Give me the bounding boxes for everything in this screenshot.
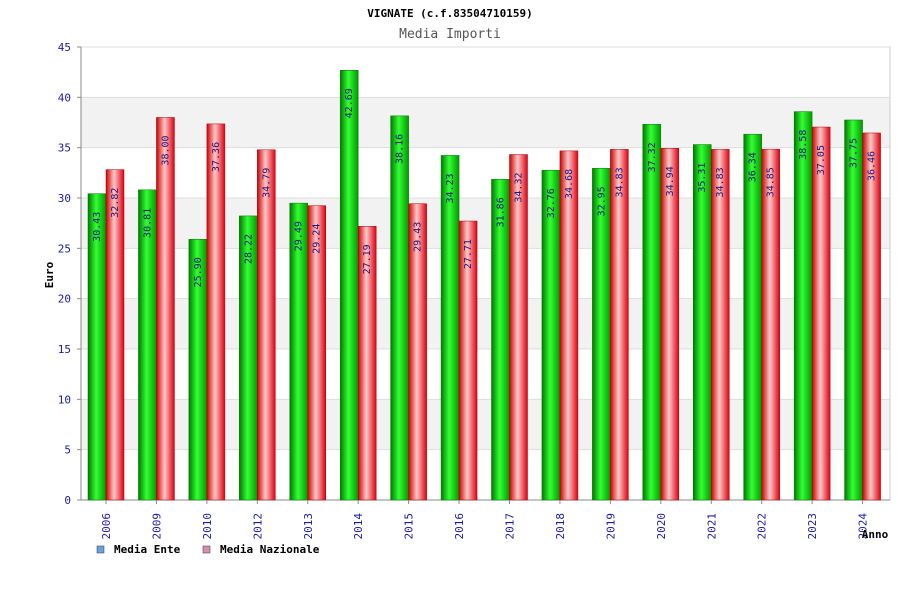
x-tick-label: 2019: [604, 513, 617, 540]
value-label: 37.75: [849, 138, 860, 168]
bar-media-nazionale-2015: [408, 203, 427, 501]
bar-media-nazionale-2010: [206, 123, 226, 501]
bar-media-ente-2023: [793, 111, 813, 501]
legend-label-media-ente: Media Ente: [114, 543, 181, 556]
value-label: 32.95: [596, 186, 607, 216]
bar-media-nazionale-2012: [257, 149, 276, 501]
value-label: 28.22: [243, 234, 254, 264]
grid-band: [81, 47, 890, 98]
bar-media-ente-2015: [390, 115, 409, 501]
value-label: 32.82: [110, 188, 121, 218]
bar-media-nazionale-2019: [610, 149, 629, 501]
y-tick-label: 25: [58, 242, 71, 255]
value-label: 27.19: [362, 244, 373, 274]
value-label: 34.83: [715, 167, 726, 197]
value-label: 30.81: [142, 208, 153, 238]
bar-media-nazionale-2024: [862, 132, 881, 501]
y-tick-label: 45: [58, 41, 71, 54]
bar-media-nazionale-2023: [811, 126, 831, 501]
bar-media-ente-2024: [844, 119, 863, 501]
bar-media-nazionale-2020: [660, 148, 680, 501]
value-label: 27.71: [463, 239, 474, 269]
chart-subtitle: Media Importi: [399, 27, 501, 42]
value-label: 30.43: [92, 212, 103, 242]
bar-media-nazionale-2006: [105, 169, 125, 501]
bar-media-ente-2020: [642, 124, 662, 501]
bar-media-nazionale-2018: [559, 150, 579, 501]
value-label: 29.49: [294, 221, 305, 251]
value-label: 29.43: [413, 222, 424, 252]
legend-label-media-nazionale: Media Nazionale: [220, 543, 320, 556]
bar-media-ente-2014: [339, 70, 359, 501]
x-tick-label: 2021: [705, 513, 718, 540]
x-tick-label: 2006: [100, 513, 113, 540]
x-tick-label: 2017: [504, 513, 517, 540]
value-label: 34.85: [766, 167, 777, 197]
value-label: 42.69: [344, 88, 355, 118]
value-label: 37.05: [816, 145, 827, 175]
value-labels: 30.43 32.82 30.81 38.00 25.90 37.36 28.22 34.79…: [92, 88, 878, 287]
x-tick-label: 2018: [554, 513, 567, 540]
value-label: 38.16: [395, 134, 406, 164]
y-tick-label: 5: [64, 444, 71, 457]
value-label: 34.23: [445, 173, 456, 203]
bar-media-nazionale-2014: [357, 226, 377, 501]
value-label: 34.83: [614, 167, 625, 197]
bar-media-nazionale-2022: [761, 148, 780, 501]
value-label: 37.32: [647, 142, 658, 172]
y-tick-label: 40: [58, 91, 71, 104]
x-tick-label: 2014: [352, 513, 365, 540]
y-tick-label: 20: [58, 293, 71, 306]
y-tick-label: 15: [58, 343, 71, 356]
x-tick-label: 2010: [201, 513, 214, 540]
bar-media-nazionale-2016: [458, 220, 478, 501]
x-tick-label: 2013: [302, 513, 315, 540]
bar-media-ente-2021: [693, 144, 712, 501]
bar-media-ente-2022: [743, 133, 762, 501]
y-axis-label: Euro: [43, 261, 56, 288]
value-label: 31.86: [496, 197, 507, 227]
value-label: 32.76: [546, 188, 557, 218]
bar-media-ente-2019: [592, 168, 611, 501]
x-axis-label: Anno: [862, 528, 889, 541]
bar-media-ente-2016: [440, 155, 460, 501]
value-label: 36.34: [748, 152, 759, 182]
x-tick-label: 2024: [857, 513, 870, 540]
value-label: 25.90: [193, 257, 204, 287]
y-tick-label: 0: [64, 494, 71, 507]
legend-swatch-media-ente: [96, 545, 105, 554]
bars: [87, 70, 881, 501]
x-axis-ticks: 2006 2009 2010 2012 2013 2014 2015 2016 2017 2018…: [100, 500, 870, 540]
bar-media-nazionale-2021: [711, 149, 730, 501]
value-label: 34.68: [564, 169, 575, 199]
x-tick-label: 2016: [453, 513, 466, 540]
value-label: 29.24: [312, 224, 323, 254]
value-label: 34.32: [514, 173, 525, 203]
value-label: 38.58: [798, 130, 809, 160]
value-label: 38.00: [160, 135, 171, 165]
bar-media-nazionale-2013: [307, 205, 326, 501]
y-tick-label: 35: [58, 142, 71, 155]
x-tick-label: 2015: [403, 513, 416, 540]
y-tick-label: 30: [58, 192, 71, 205]
bar-media-ente-2018: [541, 169, 561, 501]
legend-swatch-media-nazionale: [202, 545, 211, 554]
y-tick-label: 10: [58, 393, 71, 406]
x-tick-label: 2012: [251, 513, 264, 540]
x-tick-label: 2023: [806, 513, 819, 540]
chart-title: VIGNATE (c.f.83504710159): [367, 7, 533, 20]
value-label: 34.79: [261, 168, 272, 198]
grid-band: [81, 97, 890, 148]
value-label: 37.36: [211, 142, 222, 172]
value-label: 36.46: [867, 151, 878, 181]
x-tick-label: 2020: [655, 513, 668, 540]
bar-media-nazionale-2017: [509, 154, 528, 501]
value-label: 34.94: [665, 166, 676, 196]
legend: Media Ente Media Nazionale: [96, 543, 320, 556]
bar-media-nazionale-2009: [156, 117, 175, 501]
x-tick-label: 2009: [150, 513, 163, 540]
value-label: 35.31: [697, 163, 708, 193]
x-tick-label: 2022: [756, 513, 769, 540]
